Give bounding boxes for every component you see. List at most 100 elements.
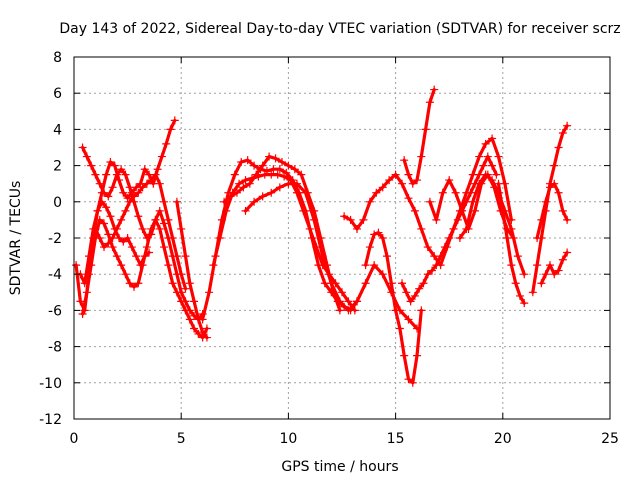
data-point bbox=[125, 279, 134, 288]
series-line bbox=[175, 200, 209, 340]
data-point bbox=[528, 288, 537, 297]
data-point bbox=[554, 188, 563, 197]
data-point bbox=[558, 255, 567, 264]
data-point bbox=[147, 176, 156, 185]
data-point bbox=[445, 176, 454, 185]
x-tick-label: 5 bbox=[177, 431, 186, 447]
data-point bbox=[78, 143, 87, 152]
data-point bbox=[515, 291, 524, 300]
data-point bbox=[102, 170, 111, 179]
data-point bbox=[80, 279, 89, 288]
data-point bbox=[301, 188, 310, 197]
x-tick-label: 20 bbox=[494, 431, 512, 447]
data-point bbox=[138, 183, 147, 192]
data-point bbox=[554, 143, 563, 152]
data-point bbox=[406, 297, 415, 306]
data-point bbox=[125, 183, 134, 192]
data-point bbox=[142, 234, 151, 242]
x-tick-label: 15 bbox=[387, 431, 405, 447]
data-point bbox=[168, 234, 177, 242]
data-point bbox=[545, 183, 554, 192]
data-point bbox=[428, 266, 437, 275]
data-point bbox=[160, 197, 169, 206]
data-point bbox=[202, 324, 211, 333]
data-point bbox=[160, 219, 169, 228]
data-point bbox=[391, 170, 400, 179]
data-point bbox=[100, 243, 109, 252]
data-point bbox=[155, 206, 164, 215]
series-line bbox=[222, 155, 342, 312]
data-point bbox=[160, 243, 169, 252]
data-point bbox=[378, 183, 387, 192]
data-point bbox=[106, 212, 115, 221]
data-point bbox=[475, 179, 484, 188]
data-point bbox=[151, 215, 160, 224]
data-point bbox=[440, 243, 449, 252]
series-track-20 bbox=[537, 248, 572, 288]
data-point bbox=[250, 161, 259, 170]
data-point bbox=[250, 197, 259, 206]
series-line bbox=[74, 118, 177, 312]
data-point bbox=[545, 261, 554, 270]
data-point bbox=[458, 206, 467, 215]
data-point bbox=[121, 206, 130, 215]
data-point bbox=[104, 239, 113, 248]
data-point bbox=[479, 161, 488, 170]
data-point bbox=[533, 261, 542, 270]
data-point bbox=[134, 212, 143, 221]
data-point bbox=[318, 252, 327, 261]
data-point bbox=[271, 154, 280, 163]
data-point bbox=[194, 329, 203, 338]
data-point bbox=[563, 121, 572, 130]
data-point bbox=[421, 125, 430, 134]
data-point bbox=[353, 224, 362, 233]
data-point bbox=[164, 215, 173, 224]
data-point bbox=[550, 161, 559, 170]
data-point bbox=[453, 215, 462, 224]
data-point bbox=[488, 161, 497, 170]
data-point bbox=[387, 279, 396, 288]
data-point bbox=[185, 279, 194, 288]
data-point bbox=[123, 234, 132, 242]
data-point bbox=[232, 188, 241, 197]
data-point bbox=[185, 315, 194, 324]
data-point bbox=[507, 261, 516, 270]
data-point bbox=[290, 165, 299, 174]
series-layer bbox=[72, 85, 572, 387]
data-point bbox=[136, 261, 145, 270]
series-track-18 bbox=[528, 121, 572, 297]
series-track-19 bbox=[533, 179, 572, 242]
data-point bbox=[292, 188, 301, 197]
data-point bbox=[327, 279, 336, 288]
data-point bbox=[503, 234, 512, 242]
data-point bbox=[398, 279, 407, 288]
data-point bbox=[359, 215, 368, 224]
data-point bbox=[365, 243, 374, 252]
data-point bbox=[413, 176, 422, 185]
data-point bbox=[140, 165, 149, 174]
data-point bbox=[335, 297, 344, 306]
data-point bbox=[239, 183, 248, 192]
data-point bbox=[385, 176, 394, 185]
data-point bbox=[537, 215, 546, 224]
data-point bbox=[97, 197, 106, 206]
axes: 0 5 10 15 20 25 -12 -10 -8 -6 -4 -2 0 2 4 6 8 bbox=[39, 50, 619, 447]
data-point bbox=[72, 261, 81, 270]
data-point bbox=[492, 170, 501, 179]
data-point bbox=[190, 297, 199, 306]
series-line bbox=[243, 182, 419, 331]
data-point bbox=[170, 116, 179, 125]
data-point bbox=[340, 212, 349, 221]
data-point bbox=[483, 152, 492, 161]
data-point bbox=[112, 170, 121, 179]
data-point bbox=[292, 179, 301, 188]
data-point bbox=[419, 279, 428, 288]
data-point bbox=[520, 299, 529, 308]
data-point bbox=[162, 139, 171, 148]
data-point bbox=[93, 206, 102, 215]
data-point bbox=[138, 224, 147, 233]
data-point bbox=[404, 315, 413, 324]
data-point bbox=[95, 179, 104, 188]
data-point bbox=[425, 197, 434, 206]
data-point bbox=[85, 252, 94, 261]
